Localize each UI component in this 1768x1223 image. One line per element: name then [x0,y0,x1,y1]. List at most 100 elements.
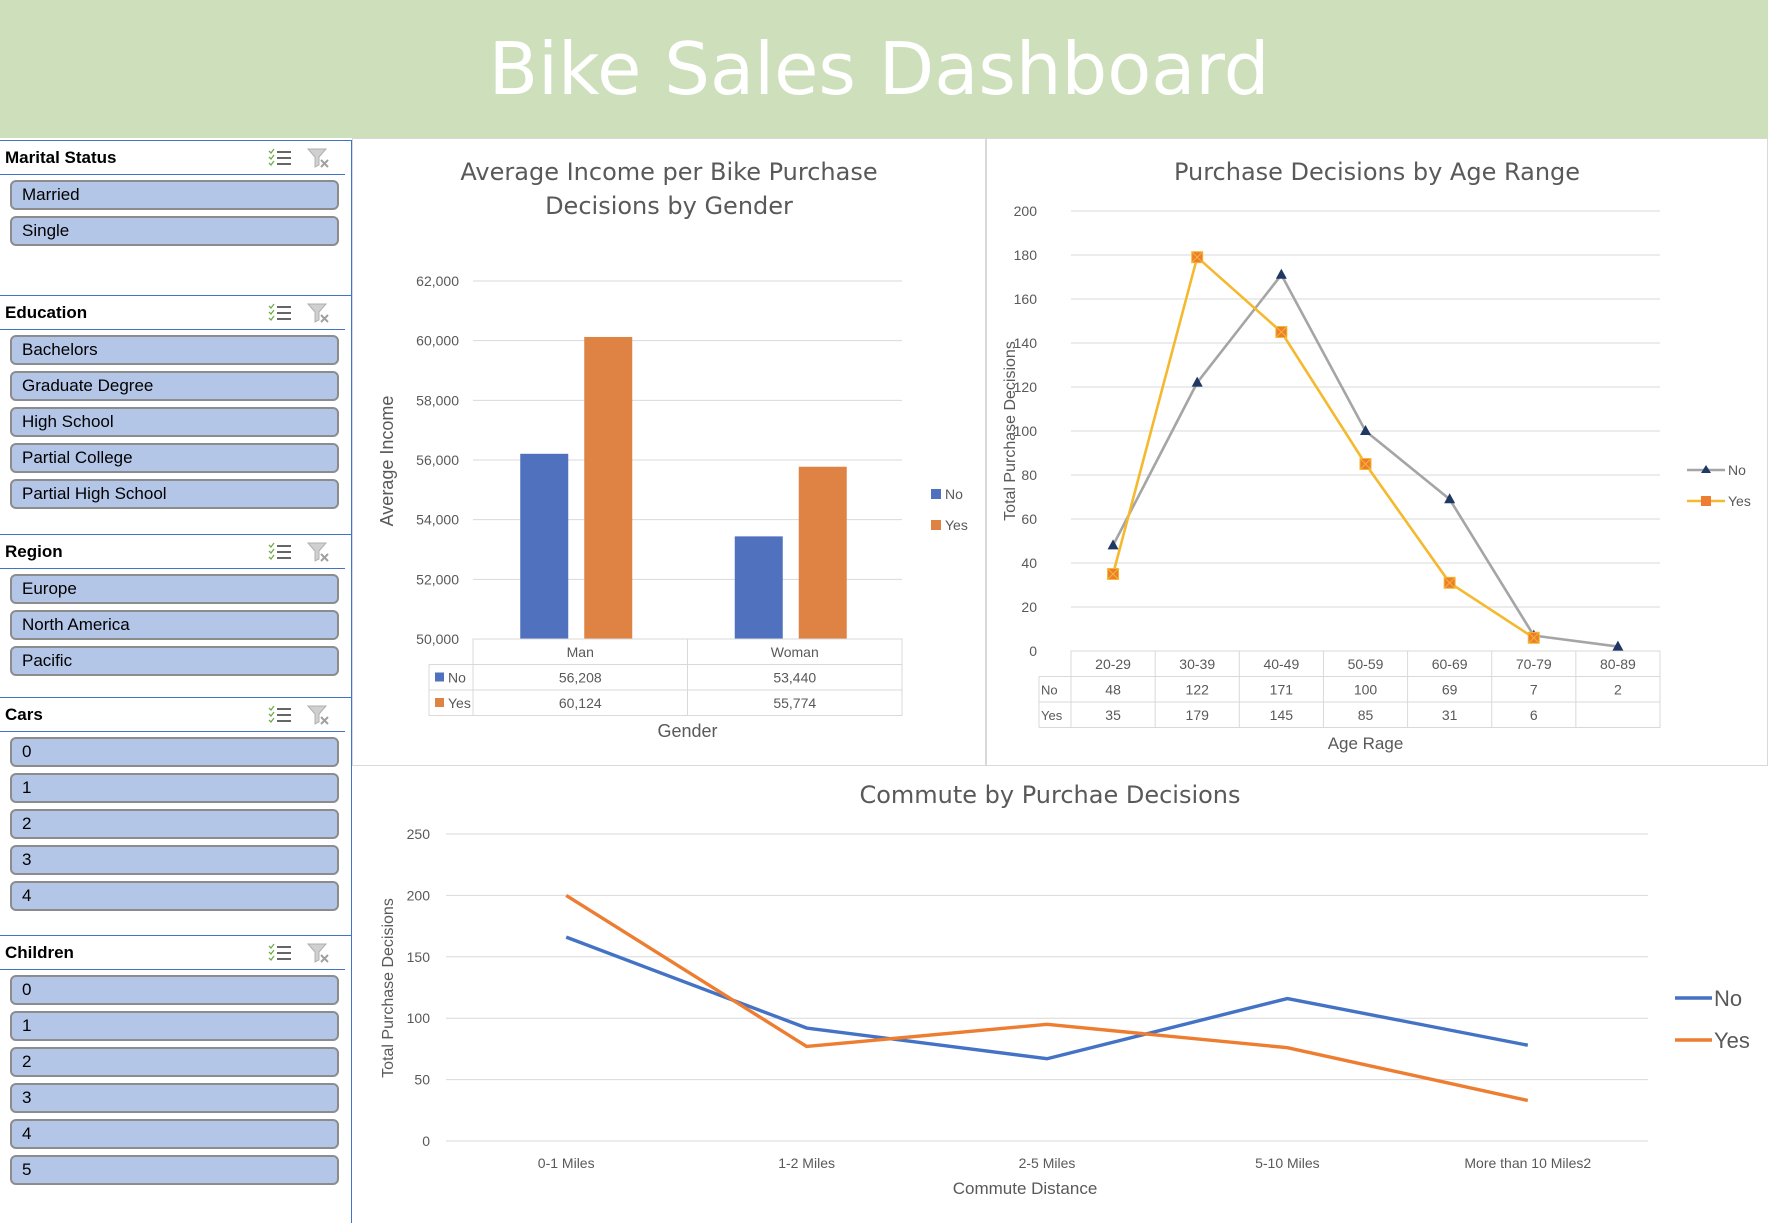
slicer-item-region-north-america[interactable]: North America [10,610,339,640]
x-category-label: 2-5 Miles [1019,1155,1076,1171]
table-value: 31 [1442,707,1458,723]
y-tick-label: 62,000 [416,273,459,289]
bar-no-man [520,453,569,639]
clear-filter-icon[interactable] [306,147,331,169]
x-axis-label: Age Rage [1328,734,1404,753]
slicer-item-list: Europe North America Pacific [0,569,351,676]
age-line-chart-svg: 0 20 40 60 80 100 120 140 160 180 200 Total Purchas… [1002,203,1751,753]
slicer-item-education-high-school[interactable]: High School [10,407,339,437]
dashboard-header: Bike Sales Dashboard [0,0,1768,138]
y-tick-label: 150 [407,949,431,965]
clear-filter-icon[interactable] [306,541,331,563]
slicer-item-label: 5 [22,1160,32,1179]
slicer-item-children-5[interactable]: 5 [10,1155,339,1185]
y-tick-label: 52,000 [416,571,459,587]
slicer-header: Children [0,936,345,970]
slicer-item-list: Bachelors Graduate Degree High School Parti… [0,330,351,509]
multi-select-icon[interactable] [267,943,293,963]
slicer-header: Marital Status [0,141,345,175]
slicer-item-label: 2 [22,814,32,833]
x-category-label: 30-39 [1179,656,1215,672]
slicer-item-education-partial-high-school[interactable]: Partial High School [10,479,339,509]
slicer-region: Region Europe North America Pacific [0,534,352,697]
y-tick-label: 0 [422,1133,430,1149]
marker-cross [1276,326,1287,338]
slicer-item-children-4[interactable]: 4 [10,1119,339,1149]
y-tick-label: 56,000 [416,452,459,468]
slicer-item-cars-3[interactable]: 3 [10,845,339,875]
slicer-item-label: 3 [22,850,32,869]
legend-label: Yes [1728,493,1751,509]
marker-no [1275,268,1287,279]
y-tick-label: 40 [1021,555,1037,571]
y-axis-label: Average Income [377,396,397,527]
y-tick-label: 20 [1021,599,1037,615]
table-value: 100 [1354,682,1378,698]
slicer-header: Cars [0,698,345,732]
slicer-title: Region [5,541,63,561]
slicer-item-region-europe[interactable]: Europe [10,574,339,604]
slicer-children: Children 0 1 2 3 4 5 [0,935,352,1223]
y-tick-label: 58,000 [416,392,459,408]
table-value: 56,208 [559,670,602,686]
slicer-item-region-pacific[interactable]: Pacific [10,646,339,676]
slicer-marital-status: Marital Status Married Single [0,140,352,295]
marker-cross [1444,577,1455,589]
slicer-item-label: Europe [22,579,77,598]
slicer-item-label: 2 [22,1052,32,1071]
y-tick-label: 180 [1014,247,1038,263]
y-tick-label: 60,000 [416,333,459,349]
slicer-item-children-2[interactable]: 2 [10,1047,339,1077]
clear-filter-icon[interactable] [306,942,331,964]
y-tick-label: 250 [407,826,431,842]
slicer-item-list: 0 1 2 3 4 [0,732,351,911]
y-tick-label: 200 [407,887,431,903]
bar-yes-woman [798,466,847,639]
slicer-item-children-3[interactable]: 3 [10,1083,339,1113]
legend-label: Yes [945,517,968,533]
slicer-item-label: Graduate Degree [22,376,154,395]
multi-select-icon[interactable] [267,148,293,168]
multi-select-icon[interactable] [267,542,293,562]
table-value: 55,774 [773,695,816,711]
multi-select-icon[interactable] [267,303,293,323]
slicer-item-children-0[interactable]: 0 [10,975,339,1005]
marker-no [1360,425,1371,435]
slicer-item-cars-0[interactable]: 0 [10,737,339,767]
slicer-item-cars-2[interactable]: 2 [10,809,339,839]
chart-title-line-1: Average Income per Bike Purchase [460,158,878,186]
slicer-item-label: 1 [22,1016,32,1035]
slicer-item-label: 0 [22,980,32,999]
clear-filter-icon[interactable] [306,704,331,726]
slicer-item-cars-4[interactable]: 4 [10,881,339,911]
slicer-item-cars-1[interactable]: 1 [10,773,339,803]
slicer-item-label: Single [22,221,70,240]
slicer-title: Education [5,302,88,322]
chart-title: Average Income per Bike Purchase Decisio… [353,155,985,223]
line-yes [565,893,1529,1103]
commute-chart: Commute by Purchae Decisions 0 50 100 150 20… [352,766,1768,1223]
slicer-item-education-bachelors[interactable]: Bachelors [10,335,339,365]
multi-select-icon[interactable] [267,705,293,725]
x-category-label: Woman [771,644,819,660]
slicer-item-marital-status-single[interactable]: Single [10,216,339,246]
y-tick-label: 120 [1014,379,1038,395]
y-tick-label: 60 [1021,511,1037,527]
x-category-label: 80-89 [1600,656,1636,672]
age-range-chart: Purchase Decisions by Age Range 0 20 40 60 8… [986,138,1768,766]
y-axis-label: Total Purchase Decisions [1002,341,1019,521]
slicer-item-education-graduate-degree[interactable]: Graduate Degree [10,371,339,401]
slicer-item-children-1[interactable]: 1 [10,1011,339,1041]
slicer-item-label: North America [22,615,130,634]
table-series-label: No [1041,683,1058,698]
slicer-item-label: High School [22,412,114,431]
slicer-item-education-partial-college[interactable]: Partial College [10,443,339,473]
slicer-title: Children [5,942,74,962]
slicer-item-marital-status-married[interactable]: Married [10,180,339,210]
y-tick-label: 0 [1029,643,1037,659]
table-series-label: Yes [448,695,471,711]
slicer-item-label: 4 [22,1124,32,1143]
clear-filter-icon[interactable] [306,302,331,324]
legend-marker [1701,496,1711,506]
marker-no [1107,539,1119,550]
